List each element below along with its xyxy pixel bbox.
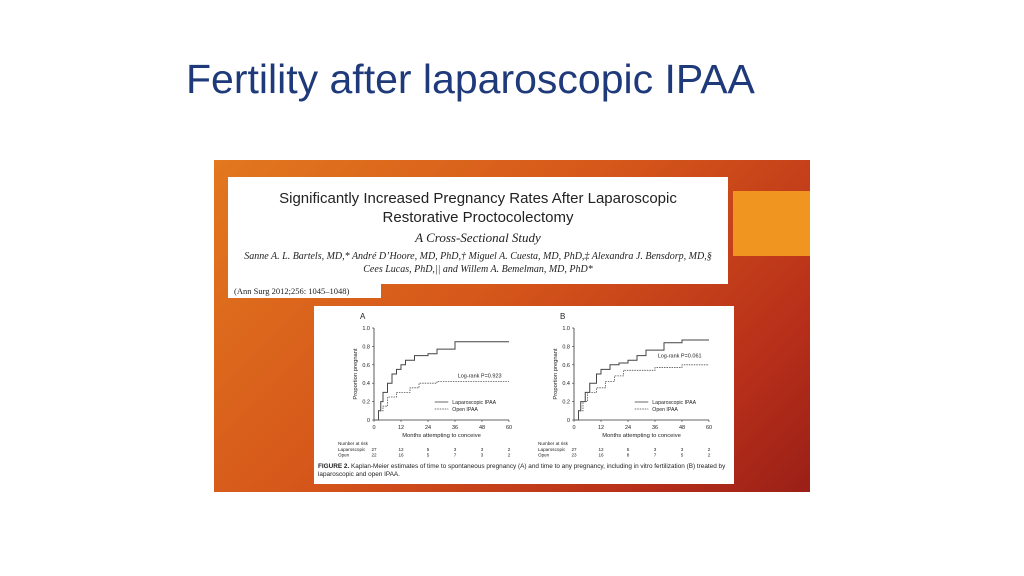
figure-caption: FIGURE 2. Kaplan-Meier estimates of time… [318, 463, 728, 479]
paper-title-line2: Restorative Proctocolectomy [382, 209, 574, 226]
panel-a-risk-value: 3 [481, 447, 484, 452]
panel-b-y-tick-label: 0.4 [562, 381, 570, 387]
panel-b-risk-value: 23 [571, 453, 577, 458]
panel-a-risk-value: 7 [454, 453, 457, 458]
panel-b-legend-entry: Laparoscopic IPAA [652, 400, 696, 406]
panel-b-x-tick-label: 48 [679, 425, 685, 431]
panel-a-x-tick-label: 48 [479, 425, 485, 431]
panel-a-risk-value: 5 [427, 447, 430, 452]
panel-a-y-tick-label: 0.4 [362, 381, 370, 387]
panel-b-x-tick-label: 0 [572, 425, 575, 431]
panel-b-y-axis-label: Proportion pregnant [553, 348, 559, 400]
figure-caption-text: Kaplan-Meier estimates of time to sponta… [318, 463, 726, 478]
panel-b-risk-value: 16 [598, 453, 604, 458]
panel-b-x-tick-label: 36 [652, 425, 658, 431]
panel-a-risk-row-label: Open [338, 453, 350, 458]
panel-b-y-tick-label: 1.0 [562, 326, 570, 332]
panel-b-risk-row-label: Open [538, 453, 550, 458]
panel-b-y-tick-label: 0.2 [562, 400, 570, 406]
panel-b-risk-value: 27 [571, 447, 577, 452]
panel-b-risk-value: 2 [708, 453, 711, 458]
panel-a-risk-value: 3 [454, 447, 457, 452]
panel-b-risk-value: 5 [627, 447, 630, 452]
panel-b-y-tick-label: 0 [567, 418, 570, 424]
paper-citation: (Ann Surg 2012;256: 1045–1048) [228, 284, 381, 298]
panel-a-x-tick-label: 36 [452, 425, 458, 431]
panel-b-series-laparoscopic [574, 339, 709, 421]
panel-a-y-tick-label: 1.0 [362, 326, 370, 332]
panel-a-risk-header: Number at risk [338, 441, 369, 446]
panel-a-legend-entry: Laparoscopic IPAA [452, 400, 496, 406]
panel-a-x-tick-label: 60 [506, 425, 512, 431]
panel-a-x-tick-label: 12 [398, 425, 404, 431]
panel-b-risk-value: 8 [627, 453, 630, 458]
panel-b-series-open [574, 364, 709, 421]
paper-subtitle: A Cross-Sectional Study [415, 230, 541, 245]
paper-title-line1: Significantly Increased Pregnancy Rates … [279, 190, 677, 207]
panel-a-logrank-annotation: Log-rank P=0.923 [458, 374, 502, 380]
panel-a-y-tick-label: 0.8 [362, 344, 370, 350]
panel-b-risk-value: 7 [654, 453, 657, 458]
km-figure: A 0 0.2 0.4 0.6 0.8 1.0 0 12 24 36 48 60 Months attem… [338, 312, 712, 458]
panel-a-y-tick-label: 0 [367, 418, 370, 424]
panel-a-risk-value: 3 [481, 453, 484, 458]
panel-a-series-laparoscopic [374, 341, 509, 421]
paper-title: Significantly Increased Pregnancy Rates … [228, 189, 728, 227]
panel-a-label: A [360, 312, 366, 321]
panel-a-y-tick-label: 0.6 [362, 363, 370, 369]
panel-b-label: B [560, 312, 565, 321]
panel-b-risk-value: 3 [681, 447, 684, 452]
panel-a-x-tick-label: 0 [372, 425, 375, 431]
panel-a-y-axis-label: Proportion pregnant [353, 348, 359, 400]
panel-b-risk-value: 3 [654, 447, 657, 452]
panel-a-risk-value: 22 [371, 453, 377, 458]
panel-b-risk-header: Number at risk [538, 441, 569, 446]
panel-b-y-tick-label: 0.6 [562, 363, 570, 369]
panel-a-risk-value: 27 [371, 447, 377, 452]
panel-a-legend-entry: Open IPAA [452, 407, 478, 413]
panel-a-risk-value: 12 [398, 447, 404, 452]
panel-b-risk-row-label: Laparoscopic [538, 447, 566, 452]
figure-caption-label: FIGURE 2. [318, 463, 350, 470]
panel-a-risk-row-label: Laparoscopic [338, 447, 366, 452]
slide-title: Fertility after laparoscopic IPAA [186, 56, 755, 102]
panel-b-risk-value: 5 [681, 453, 684, 458]
panel-b-x-tick-label: 12 [598, 425, 604, 431]
paper-authors-line1: Sanne A. L. Bartels, MD,* André D’Hoore,… [244, 251, 712, 262]
panel-a-y-tick-label: 0.2 [362, 400, 370, 406]
panel-b-x-axis-label: Months attempting to conceive [602, 433, 681, 439]
paper-header: Significantly Increased Pregnancy Rates … [228, 177, 728, 284]
panel-a-series-open [374, 380, 509, 421]
panel-b-logrank-annotation: Log-rank P=0.061 [658, 353, 702, 359]
panel-a-x-axis-label: Months attempting to conceive [402, 433, 481, 439]
figure-panel: A 0 0.2 0.4 0.6 0.8 1.0 0 12 24 36 48 60 Months attem… [314, 306, 734, 484]
accent-box [733, 191, 810, 256]
paper-authors-line2: Cees Lucas, PhD,|| and Willem A. Bemelma… [363, 264, 593, 275]
paper-authors: Sanne A. L. Bartels, MD,* André D’Hoore,… [228, 250, 728, 276]
panel-b-x-tick-label: 60 [706, 425, 712, 431]
panel-a-risk-value: 2 [508, 453, 511, 458]
panel-a-x-tick-label: 24 [425, 425, 431, 431]
panel-a-risk-value: 2 [508, 447, 511, 452]
panel-b-y-tick-label: 0.8 [562, 344, 570, 350]
panel-b-x-tick-label: 24 [625, 425, 631, 431]
panel-a-risk-value: 5 [427, 453, 430, 458]
panel-b-legend-entry: Open IPAA [652, 407, 678, 413]
panel-a-risk-value: 16 [398, 453, 404, 458]
panel-b-risk-value: 2 [708, 447, 711, 452]
panel-b-risk-value: 12 [598, 447, 604, 452]
